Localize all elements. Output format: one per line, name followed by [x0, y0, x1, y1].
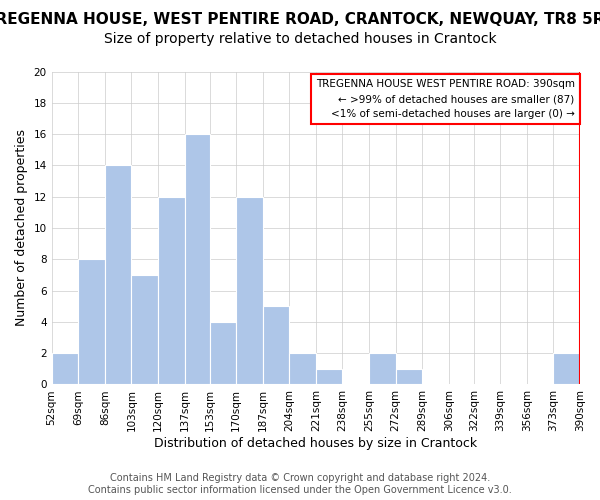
Bar	[185, 134, 209, 384]
Bar	[209, 322, 236, 384]
X-axis label: Distribution of detached houses by size in Crantock: Distribution of detached houses by size …	[154, 437, 478, 450]
Bar	[289, 353, 316, 384]
Bar	[395, 369, 422, 384]
Bar	[131, 275, 158, 384]
Bar	[105, 166, 131, 384]
Bar	[236, 196, 263, 384]
Bar	[52, 353, 78, 384]
Bar	[158, 196, 185, 384]
Bar	[316, 369, 343, 384]
Text: Contains HM Land Registry data © Crown copyright and database right 2024.
Contai: Contains HM Land Registry data © Crown c…	[88, 474, 512, 495]
Text: Size of property relative to detached houses in Crantock: Size of property relative to detached ho…	[104, 32, 496, 46]
Text: TREGENNA HOUSE, WEST PENTIRE ROAD, CRANTOCK, NEWQUAY, TR8 5RZ: TREGENNA HOUSE, WEST PENTIRE ROAD, CRANT…	[0, 12, 600, 28]
Text: TREGENNA HOUSE WEST PENTIRE ROAD: 390sqm
← >99% of detached houses are smaller (: TREGENNA HOUSE WEST PENTIRE ROAD: 390sqm…	[316, 80, 575, 119]
Y-axis label: Number of detached properties: Number of detached properties	[15, 130, 28, 326]
Bar	[78, 260, 105, 384]
Bar	[553, 353, 580, 384]
Bar	[263, 306, 289, 384]
Bar	[369, 353, 395, 384]
